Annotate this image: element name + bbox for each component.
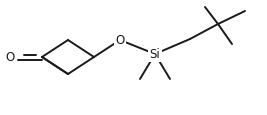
Text: O: O bbox=[6, 51, 15, 64]
Text: O: O bbox=[115, 34, 125, 47]
Text: Si: Si bbox=[150, 48, 160, 61]
